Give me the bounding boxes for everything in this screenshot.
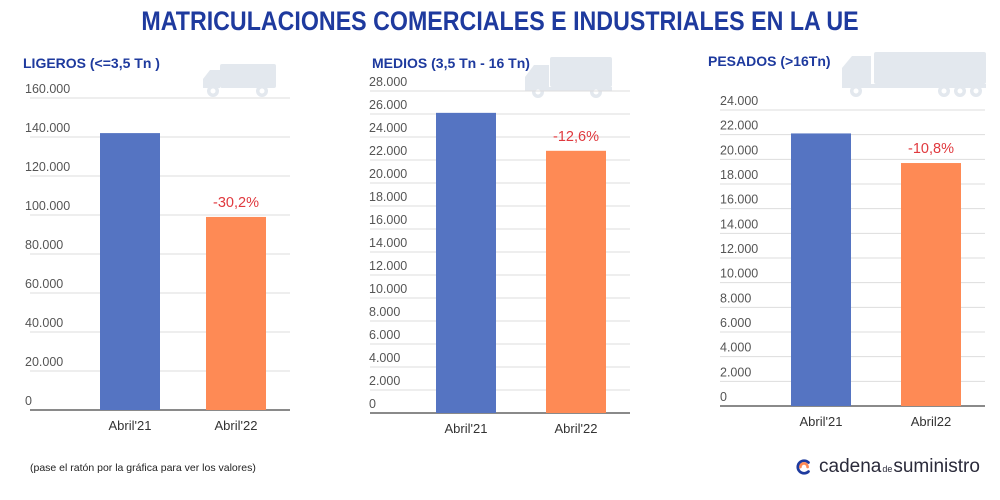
chart-ligeros[interactable]: 0 20.000 40.000 60.000 80.000 100.000 120.000 1… <box>20 80 300 440</box>
bar-2022[interactable] <box>901 163 961 406</box>
chart-title-pesados: PESADOS (>16Tn) <box>708 53 831 69</box>
change-label: -12,6% <box>553 129 599 145</box>
x-tick-label: Abril'22 <box>555 421 598 436</box>
x-tick-label: Abril'21 <box>109 418 152 433</box>
y-tick-label: 2.000 <box>720 365 751 379</box>
y-tick-label: 20.000 <box>369 167 407 181</box>
y-tick-label: 120.000 <box>25 160 70 174</box>
bar-2021[interactable] <box>791 133 851 406</box>
y-tick-label: 22.000 <box>369 144 407 158</box>
x-tick-label: Abril'21 <box>800 414 843 429</box>
chart-medios[interactable]: 0 2.000 4.000 6.000 8.000 10.000 12.000 14.000 1… <box>360 75 640 440</box>
chart-title-medios: MEDIOS (3,5 Tn - 16 Tn) <box>372 55 530 71</box>
y-tick-label: 24.000 <box>720 94 758 108</box>
y-tick-label: 6.000 <box>369 328 400 342</box>
y-tick-label: 12.000 <box>720 242 758 256</box>
y-tick-label: 20.000 <box>720 143 758 157</box>
footnote: (pase el ratón por la gráfica para ver l… <box>30 462 256 474</box>
y-tick-label: 10.000 <box>369 282 407 296</box>
y-tick-label: 28.000 <box>369 75 407 89</box>
y-tick-label: 4.000 <box>720 341 751 355</box>
y-tick-label: 40.000 <box>25 316 63 330</box>
y-tick-label: 14.000 <box>369 236 407 250</box>
semi-truck-icon <box>842 52 986 97</box>
bar-2022[interactable] <box>206 216 266 410</box>
y-tick-label: 6.000 <box>720 316 751 330</box>
y-tick-label: 4.000 <box>369 351 400 365</box>
y-tick-label: 16.000 <box>369 213 407 227</box>
y-tick-label: 0 <box>369 397 376 411</box>
truck-icon <box>525 57 612 98</box>
y-tick-label: 24.000 <box>369 121 407 135</box>
y-tick-label: 140.000 <box>25 121 70 135</box>
y-tick-label: 10.000 <box>720 267 758 281</box>
y-tick-label: 22.000 <box>720 119 758 133</box>
bar-2021[interactable] <box>100 133 160 410</box>
page-title: MATRICULACIONES COMERCIALES E INDUSTRIAL… <box>141 6 859 36</box>
chart-title-ligeros: LIGEROS (<=3,5 Tn ) <box>23 55 160 71</box>
y-tick-label: 18.000 <box>369 190 407 204</box>
x-tick-label: Abril'22 <box>215 418 258 433</box>
y-tick-label: 26.000 <box>369 98 407 112</box>
y-tick-label: 12.000 <box>369 259 407 273</box>
bar-2021[interactable] <box>436 112 496 413</box>
y-tick-label: 100.000 <box>25 199 70 213</box>
y-tick-label: 16.000 <box>720 193 758 207</box>
y-tick-label: 20.000 <box>25 355 63 369</box>
y-tick-label: 14.000 <box>720 217 758 231</box>
brand-text-suministro: suministro <box>893 456 980 477</box>
x-tick-label: Abril22 <box>911 414 951 429</box>
y-tick-label: 8.000 <box>720 291 751 305</box>
y-tick-label: 0 <box>720 390 727 404</box>
y-tick-label: 8.000 <box>369 305 400 319</box>
y-tick-label: 18.000 <box>720 168 758 182</box>
x-tick-label: Abril'21 <box>445 421 488 436</box>
y-tick-label: 80.000 <box>25 238 63 252</box>
van-icon <box>203 64 276 97</box>
y-tick-label: 0 <box>25 394 32 408</box>
change-label: -10,8% <box>908 141 954 157</box>
brand-mark-icon <box>796 459 810 475</box>
brand-text-de: de <box>882 464 893 474</box>
change-label: -30,2% <box>213 195 259 211</box>
y-tick-label: 160.000 <box>25 82 70 96</box>
y-tick-label: 60.000 <box>25 277 63 291</box>
bar-2022[interactable] <box>546 150 606 414</box>
brand-logo: cadena de suministro <box>795 456 980 478</box>
brand-text-cadena: cadena <box>819 456 882 477</box>
y-tick-label: 2.000 <box>369 374 400 388</box>
chart-pesados[interactable]: 0 2.000 4.000 6.000 8.000 10.000 12.000 14.000 1… <box>715 80 995 440</box>
